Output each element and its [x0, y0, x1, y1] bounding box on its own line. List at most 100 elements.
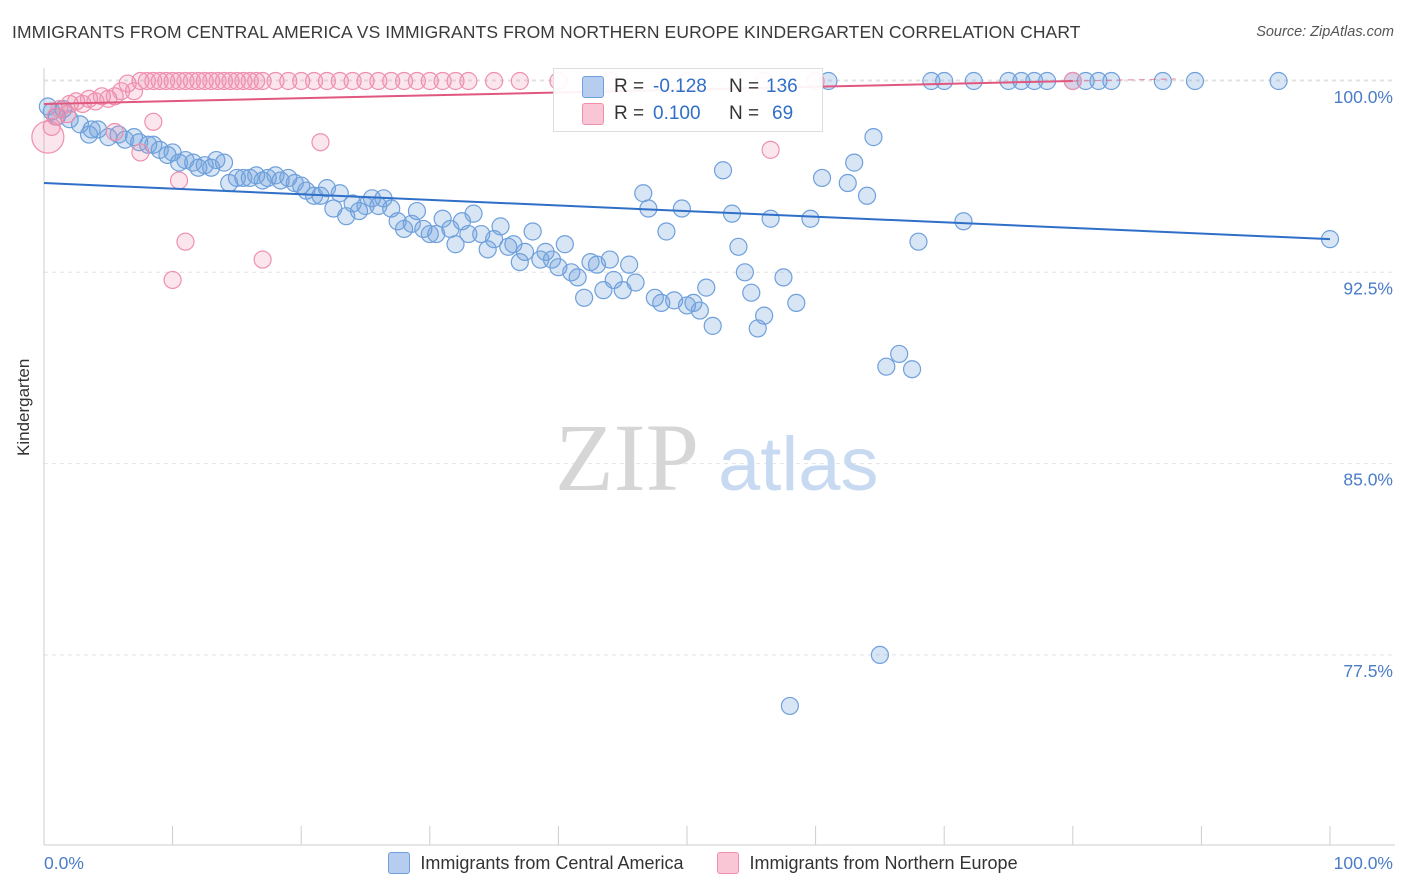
point-central-america [227, 168, 246, 188]
point-central-america [870, 645, 890, 665]
y-tick-label: 92.5% [1343, 278, 1393, 298]
point-northern-europe [202, 71, 221, 91]
source-label: Source: ZipAtlas.com [1256, 24, 1394, 40]
point-central-america [620, 255, 639, 274]
r-value: -0.128 [653, 76, 707, 97]
point-central-america [761, 209, 780, 228]
point-northern-europe [124, 82, 144, 101]
point-central-america [690, 301, 709, 320]
point-northern-europe [394, 71, 414, 91]
point-central-america [657, 222, 676, 241]
point-central-america [864, 128, 883, 147]
point-northern-europe [163, 270, 182, 290]
point-central-america [79, 125, 99, 144]
point-northern-europe [169, 71, 189, 91]
point-central-america [742, 283, 761, 302]
point-central-america [964, 71, 983, 91]
point-northern-europe [253, 71, 272, 91]
axes [43, 68, 1395, 846]
point-northern-europe [485, 71, 504, 91]
point-central-america [491, 217, 510, 236]
point-central-america [139, 135, 158, 154]
point-northern-europe [330, 71, 349, 91]
point-northern-europe [407, 71, 427, 91]
point-northern-europe [208, 71, 227, 91]
tick-labels: 100.0% 92.5% 85.0% 77.5% 0.0% 100.0% [44, 87, 1393, 873]
point-central-america [812, 168, 832, 188]
point-central-america [555, 235, 574, 254]
legend-item-central-america[interactable]: Immigrants from Central America [388, 852, 683, 874]
point-central-america [515, 242, 535, 261]
point-northern-europe [369, 71, 388, 91]
point-central-america [70, 115, 90, 134]
point-northern-europe [292, 71, 311, 91]
point-central-america [446, 235, 465, 254]
point-northern-europe [266, 71, 285, 91]
bottom-legend: Immigrants from Central America Immigran… [0, 852, 1406, 874]
point-central-america [1185, 71, 1205, 91]
trend-line-central-america [43, 182, 1331, 241]
y-tick-label: 77.5% [1343, 661, 1393, 681]
point-northern-europe [137, 71, 156, 91]
point-central-america [420, 224, 439, 244]
point-central-america [845, 153, 864, 172]
point-northern-europe [131, 71, 150, 91]
n-label: N = [729, 76, 760, 97]
point-central-america [857, 186, 877, 205]
point-central-america [729, 237, 748, 256]
point-central-america [427, 224, 446, 244]
point-northern-europe [195, 71, 214, 91]
point-northern-europe [176, 232, 195, 251]
point-northern-europe [131, 143, 150, 162]
y-axis-label: Kindergarten [14, 358, 33, 456]
stats-row-blue: R = -0.128 N = 136 [554, 73, 822, 101]
point-northern-europe [343, 71, 362, 91]
point-central-america [124, 128, 144, 147]
point-northern-europe [356, 71, 375, 91]
point-central-america [1153, 71, 1172, 91]
point-central-america [774, 268, 793, 287]
point-central-america [330, 184, 349, 203]
x-tick-label: 100.0% [1334, 853, 1393, 873]
x-tick-label: 0.0% [44, 853, 84, 873]
point-northern-europe [157, 71, 176, 91]
stats-row-pink: R = 0.100 N = 69 [554, 100, 822, 128]
point-central-america [755, 306, 774, 325]
legend-label-central-america: Immigrants from Central America [420, 852, 684, 873]
point-northern-europe [510, 71, 529, 91]
point-central-america [575, 288, 594, 307]
watermark-zip: ZIP [555, 404, 699, 511]
r-label: R = [614, 76, 645, 97]
stats-legend-box: R = -0.128 N = 136 R = 0.100 N = 69 [553, 68, 823, 132]
point-central-america [604, 270, 623, 290]
point-central-america [568, 268, 587, 287]
point-central-america [459, 224, 478, 244]
point-northern-europe [420, 71, 439, 91]
point-central-america [626, 273, 645, 292]
point-northern-europe [240, 71, 259, 91]
point-northern-europe [144, 112, 163, 131]
point-central-america [523, 222, 542, 241]
point-central-america [634, 184, 653, 203]
point-northern-europe [144, 71, 163, 91]
point-central-america [954, 212, 973, 231]
point-northern-europe [761, 140, 780, 159]
point-central-america [600, 250, 619, 269]
point-central-america [909, 232, 928, 251]
point-central-america [801, 209, 820, 228]
point-northern-europe [247, 71, 266, 91]
y-tick-label: 85.0% [1343, 470, 1393, 490]
point-northern-europe [382, 71, 401, 91]
point-central-america [1102, 71, 1121, 91]
point-central-america [902, 360, 922, 379]
point-central-america [1269, 71, 1288, 91]
chart-title: IMMIGRANTS FROM CENTRAL AMERICA VS IMMIG… [12, 22, 1081, 42]
point-central-america [877, 357, 896, 376]
point-northern-europe [234, 71, 253, 91]
point-central-america [780, 696, 799, 716]
point-northern-europe [105, 122, 124, 142]
r-label: R = [614, 103, 645, 124]
legend-item-northern-europe[interactable]: Immigrants from Northern Europe [717, 852, 1018, 874]
watermark: ZIP atlas [555, 404, 879, 511]
point-central-america [184, 153, 203, 172]
